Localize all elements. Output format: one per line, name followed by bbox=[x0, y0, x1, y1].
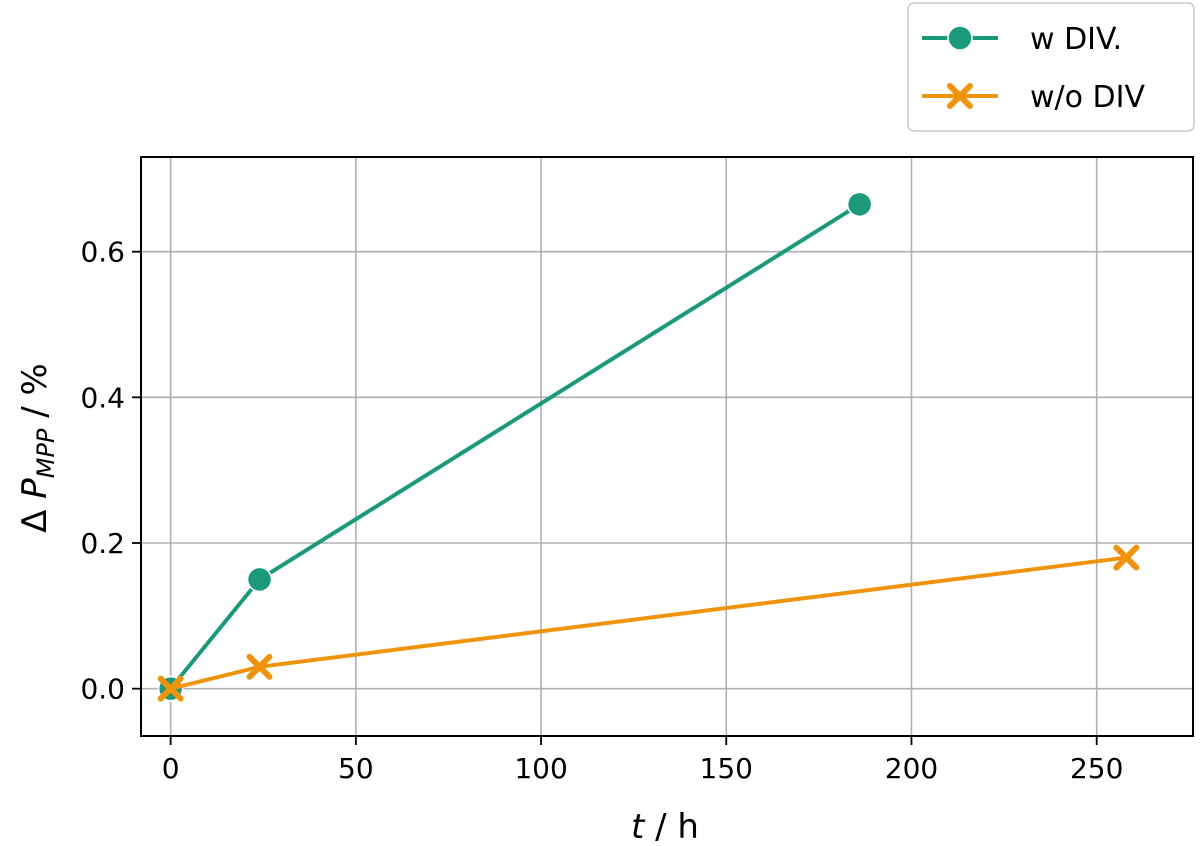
x-axis: 0 50 100 150 200 250 bbox=[162, 736, 1123, 785]
x-axis-label-unit: / h bbox=[644, 807, 699, 846]
y-tick-label: 0.0 bbox=[80, 673, 125, 706]
x-tick-label: 50 bbox=[338, 752, 374, 785]
grid bbox=[141, 157, 1193, 736]
x-tick-label: 150 bbox=[700, 752, 753, 785]
data-point bbox=[846, 191, 873, 218]
x-axis-label-var: t bbox=[631, 807, 646, 846]
legend-entry-w-div: w DIV. bbox=[922, 22, 1122, 57]
legend-label-w-div: w DIV. bbox=[1030, 22, 1122, 57]
series-1 bbox=[157, 544, 1140, 702]
series-0 bbox=[157, 191, 873, 702]
x-tick-label: 100 bbox=[514, 752, 567, 785]
legend-marker-circle bbox=[947, 25, 973, 51]
y-tick-label: 0.4 bbox=[80, 381, 125, 414]
legend: w DIV. w/o DIV bbox=[907, 2, 1195, 132]
series-line-0 bbox=[169, 202, 861, 690]
y-axis: 0.0 0.2 0.4 0.6 bbox=[80, 236, 141, 706]
x-tick-label: 0 bbox=[162, 752, 180, 785]
legend-marker-x bbox=[947, 83, 973, 109]
data-point bbox=[246, 566, 273, 593]
x-axis-label: t / h bbox=[631, 807, 699, 846]
y-axis-label-prefix: Δ bbox=[15, 499, 55, 533]
series-line-1 bbox=[170, 555, 1127, 691]
series-layer bbox=[157, 191, 1140, 702]
plot-frame bbox=[140, 156, 1194, 737]
legend-label-wo-div: w/o DIV bbox=[1030, 80, 1145, 115]
legend-entry-wo-div: w/o DIV bbox=[922, 80, 1145, 115]
y-axis-label-sub: MPP bbox=[32, 428, 60, 478]
y-tick-label: 0.2 bbox=[80, 527, 125, 560]
legend-box bbox=[907, 2, 1195, 132]
y-axis-label: Δ PMPP / % bbox=[15, 363, 60, 533]
y-tick-label: 0.6 bbox=[80, 236, 125, 269]
x-tick-label: 250 bbox=[1070, 752, 1123, 785]
data-point bbox=[1113, 544, 1140, 571]
y-axis-label-var: P bbox=[15, 478, 55, 499]
data-point bbox=[157, 675, 184, 702]
y-axis-label-unit: / % bbox=[15, 363, 55, 428]
x-tick-label: 200 bbox=[885, 752, 938, 785]
data-point bbox=[246, 653, 273, 680]
